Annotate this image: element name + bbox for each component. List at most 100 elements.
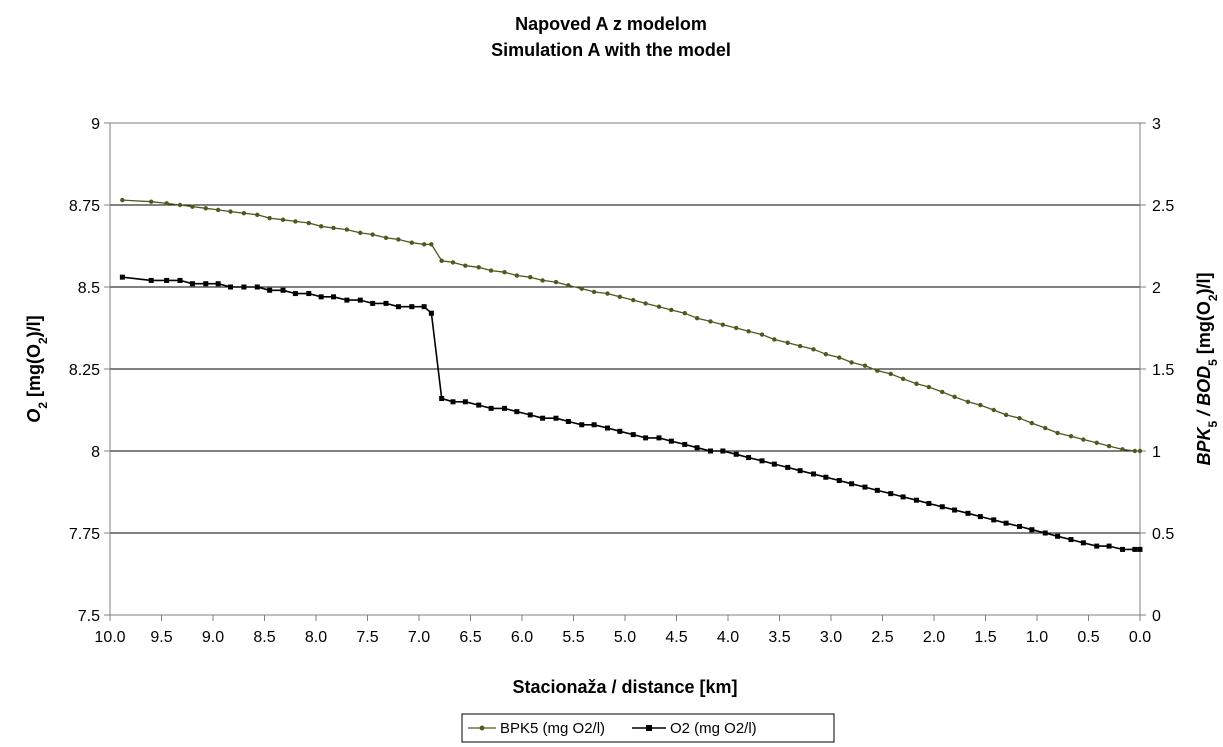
y-right-bpk: BPK bbox=[1194, 426, 1214, 466]
data-point-bpk5 bbox=[370, 232, 375, 237]
y-right-bpk-sub: 5 bbox=[1206, 421, 1220, 428]
data-point-o2 bbox=[1029, 527, 1035, 533]
data-point-bpk5 bbox=[643, 301, 648, 306]
data-point-bpk5 bbox=[280, 217, 286, 222]
y-left-tick-label: 8.5 bbox=[78, 280, 100, 297]
data-point-o2 bbox=[428, 310, 434, 316]
data-point-bpk5 bbox=[553, 279, 559, 285]
data-point-bpk5 bbox=[823, 352, 829, 357]
data-point-o2 bbox=[823, 474, 829, 480]
series-line-bpk5 bbox=[122, 199, 1140, 452]
data-point-bpk5 bbox=[978, 402, 983, 408]
data-point-o2 bbox=[409, 304, 415, 310]
data-point-o2 bbox=[926, 500, 932, 506]
data-point-bpk5 bbox=[1017, 416, 1022, 421]
data-point-o2 bbox=[1068, 537, 1074, 543]
data-point-o2 bbox=[565, 418, 571, 424]
data-point-bpk5 bbox=[344, 227, 350, 232]
y-axis-title-right: BPK5 / BOD5 [mg(O2)/l] bbox=[1194, 272, 1220, 465]
data-point-o2 bbox=[849, 481, 855, 487]
data-point-bpk5 bbox=[439, 258, 444, 263]
legend-label-o2: O2 (mg O2/l) bbox=[670, 720, 757, 737]
y-right-end: )/l] bbox=[1194, 272, 1214, 294]
y-left-rest: [mg(O bbox=[24, 344, 44, 402]
data-point-bpk5 bbox=[331, 225, 336, 231]
data-point-o2 bbox=[759, 458, 765, 464]
data-point-o2 bbox=[203, 281, 209, 287]
data-point-bpk5 bbox=[579, 286, 584, 291]
data-point-o2 bbox=[476, 402, 482, 408]
y-right-tick-label: 0.5 bbox=[1152, 526, 1174, 543]
data-point-o2 bbox=[836, 478, 842, 484]
data-point-bpk5 bbox=[488, 268, 494, 273]
data-point-bpk5 bbox=[900, 376, 906, 382]
data-point-o2 bbox=[177, 277, 183, 283]
data-point-o2 bbox=[643, 435, 649, 441]
data-point-bpk5 bbox=[177, 202, 183, 208]
y-right-tick-label: 2.5 bbox=[1152, 198, 1174, 215]
chart-subtitle: Simulation A with the model bbox=[491, 40, 731, 60]
data-point-bpk5 bbox=[1120, 447, 1125, 452]
legend-item-o2: O2 (mg O2/l) bbox=[632, 720, 757, 737]
data-point-bpk5 bbox=[463, 263, 468, 268]
gridlines bbox=[110, 204, 1140, 534]
y-left-tick-label: 7.5 bbox=[78, 608, 100, 625]
data-point-bpk5 bbox=[267, 215, 272, 221]
data-point-o2 bbox=[280, 287, 286, 293]
data-point-o2 bbox=[952, 507, 958, 513]
data-point-o2 bbox=[694, 445, 700, 451]
data-point-o2 bbox=[553, 415, 559, 421]
data-point-o2 bbox=[604, 425, 610, 431]
x-tick-label: 7.0 bbox=[408, 629, 430, 646]
y-right-tick-label: 0 bbox=[1152, 608, 1161, 625]
x-tick-label: 10.0 bbox=[94, 629, 125, 646]
x-tick-label: 1.5 bbox=[974, 629, 996, 646]
data-point-bpk5 bbox=[862, 363, 868, 368]
data-point-o2 bbox=[228, 284, 234, 290]
data-point-bpk5 bbox=[785, 340, 790, 345]
data-point-bpk5 bbox=[849, 360, 854, 365]
x-tick-label: 4.0 bbox=[717, 629, 739, 646]
data-point-bpk5 bbox=[952, 394, 957, 400]
data-point-bpk5 bbox=[120, 197, 125, 203]
y-left-tick-label: 9 bbox=[91, 116, 100, 133]
data-point-bpk5 bbox=[1137, 448, 1143, 454]
data-point-o2 bbox=[241, 284, 247, 290]
data-point-o2 bbox=[395, 304, 401, 310]
data-point-bpk5 bbox=[1094, 440, 1099, 445]
data-point-o2 bbox=[527, 412, 533, 418]
y-left-tick-label: 7.75 bbox=[69, 526, 100, 543]
data-point-o2 bbox=[292, 291, 298, 297]
data-point-o2 bbox=[913, 497, 919, 503]
data-point-bpk5 bbox=[772, 337, 777, 342]
data-point-o2 bbox=[370, 300, 376, 306]
y-left-end: )/l] bbox=[24, 315, 44, 337]
y-left-tick-label: 8.25 bbox=[69, 362, 100, 379]
data-point-o2 bbox=[1055, 533, 1061, 539]
data-point-o2 bbox=[450, 399, 456, 405]
data-point-o2 bbox=[306, 291, 312, 297]
data-point-o2 bbox=[215, 281, 221, 287]
data-point-bpk5 bbox=[383, 235, 389, 240]
y-right-sub2: 2 bbox=[1206, 294, 1220, 301]
data-point-bpk5 bbox=[149, 199, 154, 204]
data-point-o2 bbox=[617, 428, 623, 434]
data-point-o2 bbox=[707, 448, 713, 454]
x-tick-label: 5.0 bbox=[614, 629, 636, 646]
data-point-bpk5 bbox=[631, 297, 636, 303]
data-point-bpk5 bbox=[837, 355, 842, 360]
data-point-o2 bbox=[1137, 546, 1143, 552]
data-point-o2 bbox=[1080, 540, 1086, 546]
data-point-o2 bbox=[1042, 530, 1048, 536]
data-point-bpk5 bbox=[926, 384, 932, 390]
data-point-bpk5 bbox=[1043, 425, 1048, 431]
x-tick-label: 8.5 bbox=[253, 629, 275, 646]
data-point-bpk5 bbox=[502, 270, 507, 275]
data-point-bpk5 bbox=[1106, 443, 1112, 449]
data-point-o2 bbox=[1016, 523, 1022, 529]
data-point-o2 bbox=[514, 409, 520, 415]
data-point-o2 bbox=[965, 510, 971, 516]
y-left-tick-label: 8.75 bbox=[69, 198, 100, 215]
data-point-bpk5 bbox=[875, 368, 880, 373]
data-point-bpk5 bbox=[914, 381, 919, 386]
